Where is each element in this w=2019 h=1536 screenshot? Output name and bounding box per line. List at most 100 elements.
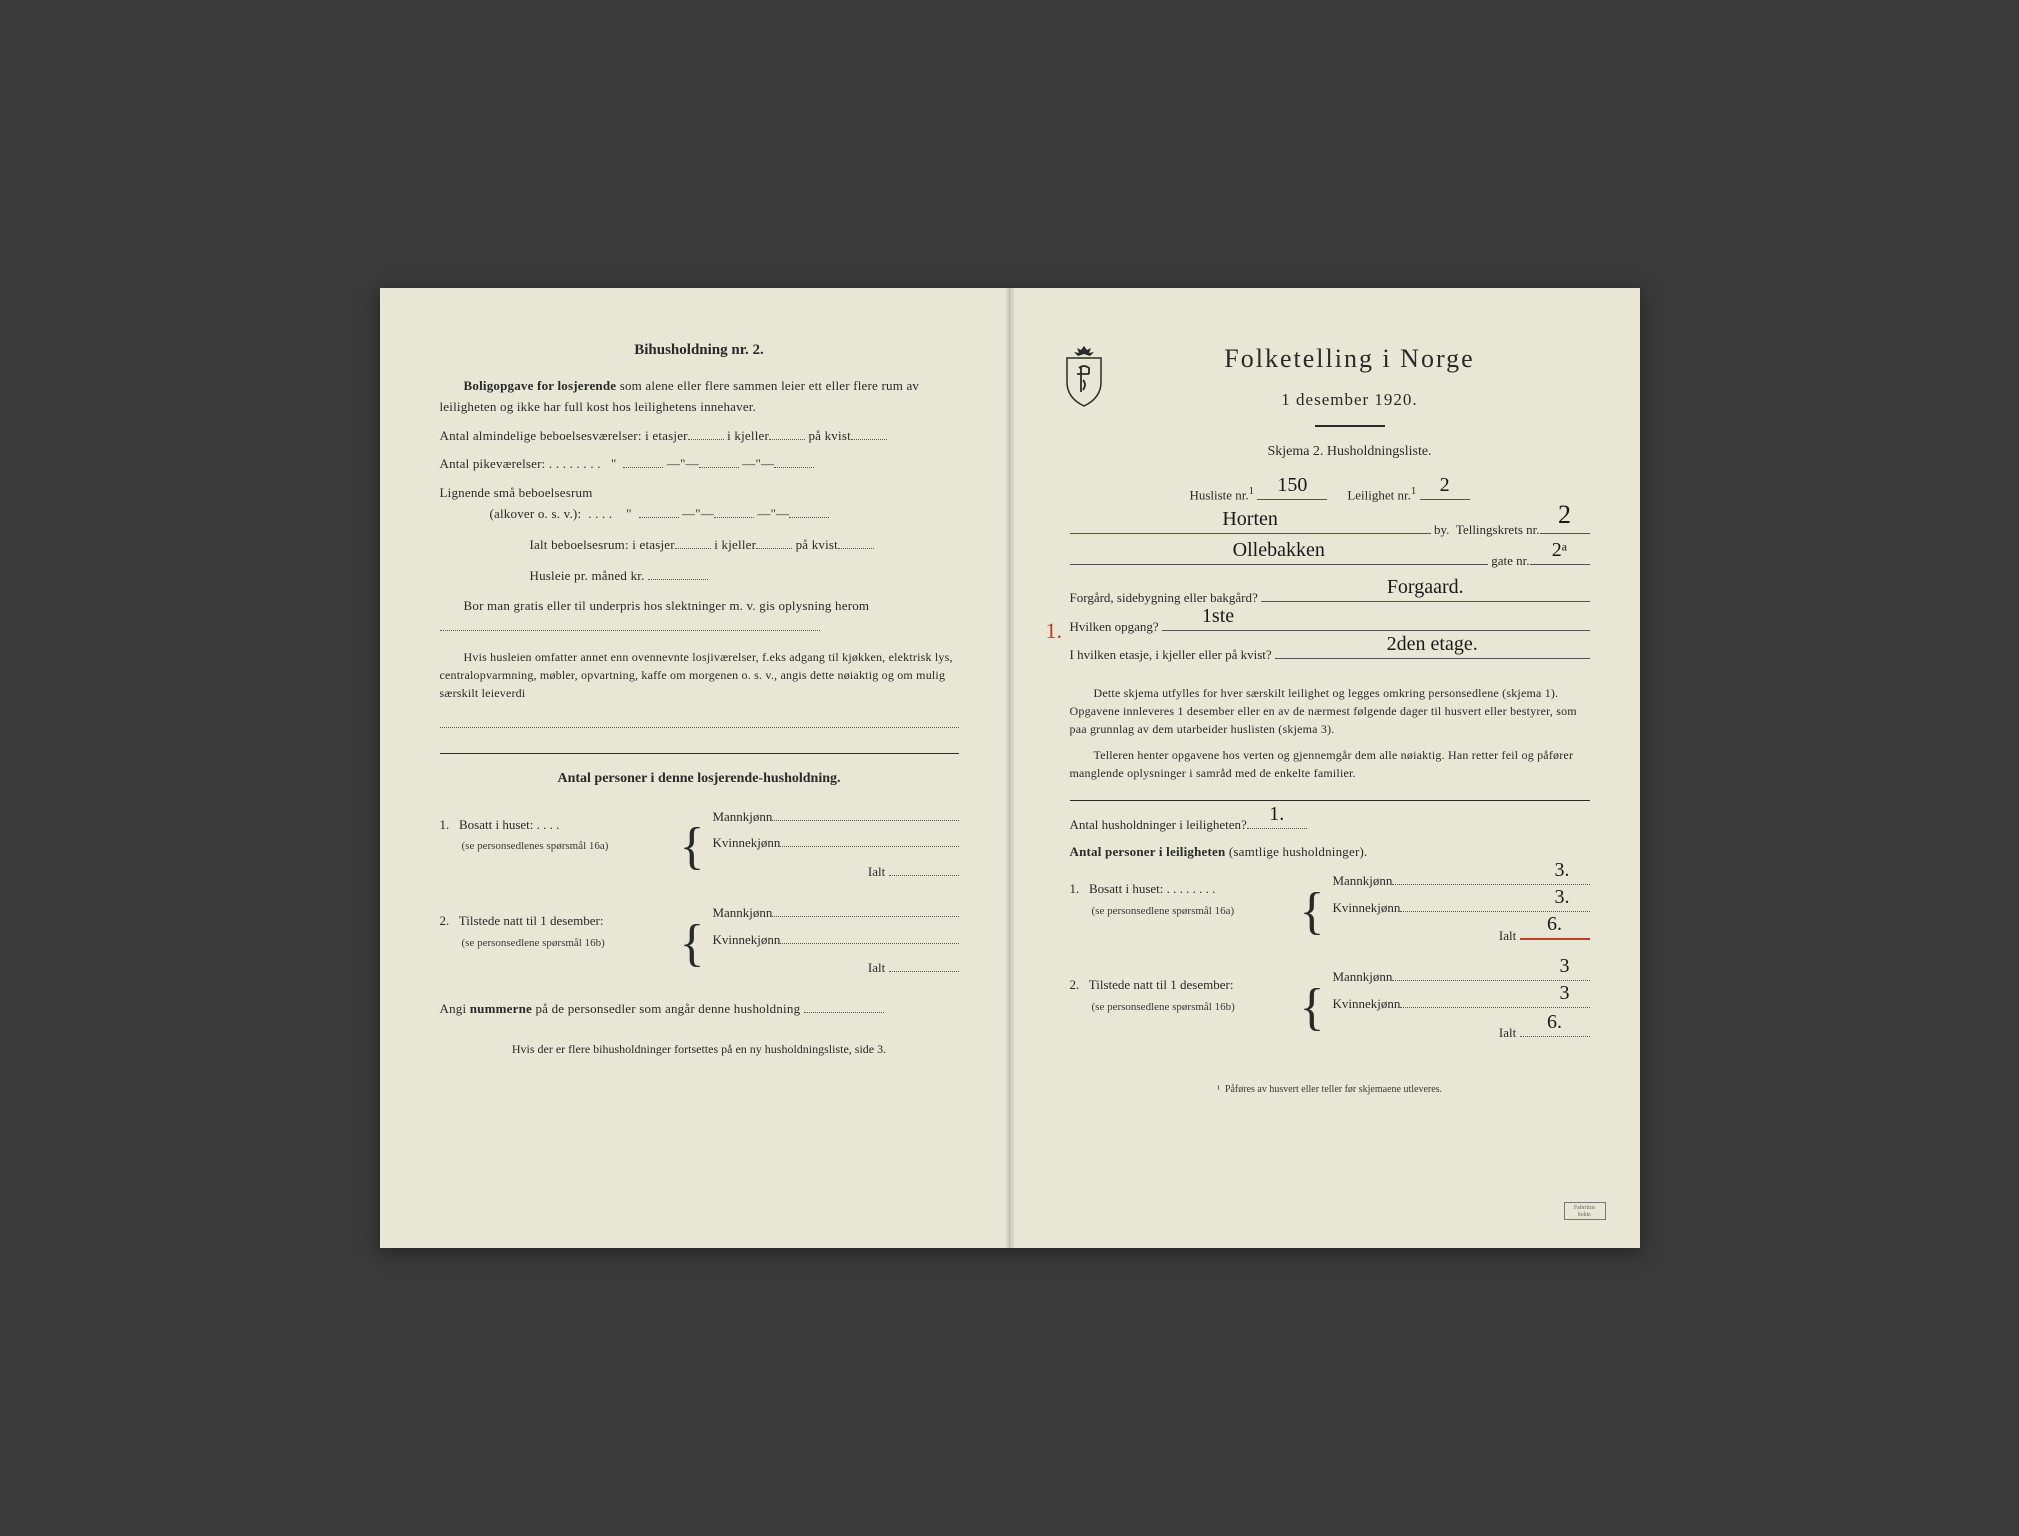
pa-kvist-label: på kvist xyxy=(796,537,838,552)
blank xyxy=(772,905,958,917)
ialt-label: Ialt xyxy=(868,958,885,979)
blank xyxy=(769,427,805,439)
t-kvinne-value: 3 xyxy=(1400,977,1589,1009)
dots: . . . . . . . . xyxy=(1167,881,1216,896)
intro-paragraph: Boligopgave for losjerende som alene ell… xyxy=(440,376,959,418)
blank xyxy=(889,960,959,972)
husliste-field: 150 xyxy=(1257,487,1327,499)
section-rule xyxy=(440,753,959,754)
rooms-label: Antal almindelige beboelsesværelser: xyxy=(440,428,642,443)
num1: 1. xyxy=(1070,881,1080,896)
angi-line: Angi nummerne på de personsedler som ang… xyxy=(440,999,959,1020)
left-page: Bihusholdning nr. 2. Boligopgave for los… xyxy=(380,288,1010,1248)
red-mark: 1. xyxy=(1046,613,1063,648)
bottom-note: Hvis der er flere bihusholdninger fortse… xyxy=(440,1040,959,1059)
i-etasjer-label: i etasjer xyxy=(632,537,675,552)
footnote-marker: ¹ xyxy=(1217,1084,1220,1095)
hvis-husleien: Hvis husleien omfatter annet enn ovennev… xyxy=(440,648,959,702)
b-ialt-value: 6. xyxy=(1520,908,1590,940)
blank xyxy=(789,506,829,518)
antal-hush-label: Antal husholdninger i leiligheten? xyxy=(1070,815,1247,836)
by-value: Horten xyxy=(1070,503,1431,535)
rooms-line: Antal almindelige beboelsesværelser: i e… xyxy=(440,426,959,447)
ialt-label: Ialt xyxy=(868,862,885,883)
pa-kvist-label: på kvist xyxy=(808,428,850,443)
bosatt-group: 1. Bosatt i huset: . . . . (se personsed… xyxy=(440,807,959,889)
dash-ditto: —"— xyxy=(667,456,699,471)
etasje-label: I hvilken etasje, i kjeller eller på kvi… xyxy=(1070,645,1272,666)
husliste-label: Husliste nr. xyxy=(1189,488,1248,503)
ialt-label: Ialt xyxy=(1499,926,1516,947)
etasje-row: I hvilken etasje, i kjeller eller på kvi… xyxy=(1070,645,1590,666)
blank xyxy=(623,456,663,468)
tkrets-field: 2 xyxy=(1540,522,1590,534)
by-field: Horten xyxy=(1070,522,1431,534)
kvinne-label: Kvinnekjønn xyxy=(712,833,780,854)
blank xyxy=(851,427,887,439)
dash-ditto: —"— xyxy=(757,506,789,521)
angi-text: Angi nummerne på de personsedler som ang… xyxy=(440,1001,801,1016)
antal-hush-value: 1. xyxy=(1247,798,1307,830)
tkrets-value: 2 xyxy=(1540,494,1590,536)
mann-label: Mannkjønn xyxy=(712,903,772,924)
blank-line xyxy=(440,716,959,728)
brace-icon: { xyxy=(1300,871,1325,953)
opgang-value: 1ste xyxy=(1162,600,1590,632)
etasje-value: 2den etage. xyxy=(1275,628,1590,660)
blank xyxy=(889,864,959,876)
left-heading: Bihusholdning nr. 2. xyxy=(440,338,959,362)
printer-stamp: Fabritiusboktr. xyxy=(1564,1202,1606,1220)
lignende2: (alkover o. s. v.): xyxy=(490,506,582,521)
antal-hush-field: 1. xyxy=(1247,817,1307,829)
bosatt-sub: (se personsedlenes spørsmål 16a) xyxy=(440,840,609,852)
right-page: Folketelling i Norge 1 desember 1920. Sk… xyxy=(1010,288,1640,1248)
ditto: " xyxy=(611,456,617,471)
mann-label: Mannkjønn xyxy=(1332,967,1392,988)
dots: . . . . xyxy=(537,817,560,832)
gatenr-field: 2ᵃ xyxy=(1530,553,1590,565)
leilighet-field: 2 xyxy=(1420,487,1470,499)
lignende-line2: (alkover o. s. v.): . . . . " —"— —"— xyxy=(440,504,959,525)
tilstede-group: 2. Tilstede natt til 1 desember: (se per… xyxy=(440,903,959,985)
gate-name: Ollebakken xyxy=(1070,534,1488,566)
husleie-label: Husleie pr. måned kr. xyxy=(530,568,645,583)
husliste-value: 150 xyxy=(1257,469,1327,501)
i-etasjer-label: i etasjer xyxy=(645,428,688,443)
blank xyxy=(440,619,820,631)
lignende-line: Lignende små beboelsesrum xyxy=(440,483,959,504)
husleie-line: Husleie pr. måned kr. xyxy=(440,566,959,587)
coat-of-arms-icon xyxy=(1058,344,1110,408)
main-title: Folketelling i Norge xyxy=(1110,338,1590,380)
b-ialt-field: 6. xyxy=(1520,928,1590,940)
opgang-label: Hvilken opgang? xyxy=(1070,617,1159,638)
dash-ditto: —"— xyxy=(742,456,774,471)
lignende1: Lignende små beboelsesrum xyxy=(440,485,593,500)
blank xyxy=(699,456,739,468)
t-ialt-field: 6. xyxy=(1520,1025,1590,1037)
i-kjeller-label: i kjeller xyxy=(714,537,756,552)
sup: 1 xyxy=(1411,485,1416,497)
instructions: Dette skjema utfylles for hver særskilt … xyxy=(1070,684,1590,738)
dots: . . . . . . . . xyxy=(549,456,601,471)
bosatt-sub: (se personsedlene spørsmål 16a) xyxy=(1070,905,1235,917)
blank xyxy=(714,506,754,518)
sup: 1 xyxy=(1249,485,1254,497)
gratis-line: Bor man gratis eller til underpris hos s… xyxy=(440,596,959,638)
leilighet-label: Leilighet nr. xyxy=(1347,488,1411,503)
gate-field: Ollebakken xyxy=(1070,553,1488,565)
blank xyxy=(688,427,724,439)
kvinne-label: Kvinnekjønn xyxy=(1332,898,1400,919)
num2: 2. xyxy=(1070,977,1080,992)
leilighet-value: 2 xyxy=(1420,469,1470,501)
blank xyxy=(648,567,708,579)
tilstede-group-r: 2. Tilstede natt til 1 desember: (se per… xyxy=(1070,967,1590,1049)
dash-ditto: —"— xyxy=(682,506,714,521)
kvinne-label: Kvinnekjønn xyxy=(712,930,780,951)
ialt-line: Ialt beboelsesrum: i etasjer i kjeller p… xyxy=(440,535,959,556)
dots-short: . . . . xyxy=(588,506,612,521)
pike-line: Antal pikeværelser: . . . . . . . . " —"… xyxy=(440,454,959,475)
footnote-text: Påføres av husvert eller teller før skje… xyxy=(1225,1084,1442,1095)
section-rule xyxy=(1070,800,1590,801)
gate-label: gate nr. xyxy=(1491,551,1529,572)
antal-hush-row: Antal husholdninger i leiligheten? 1. xyxy=(1070,815,1590,836)
